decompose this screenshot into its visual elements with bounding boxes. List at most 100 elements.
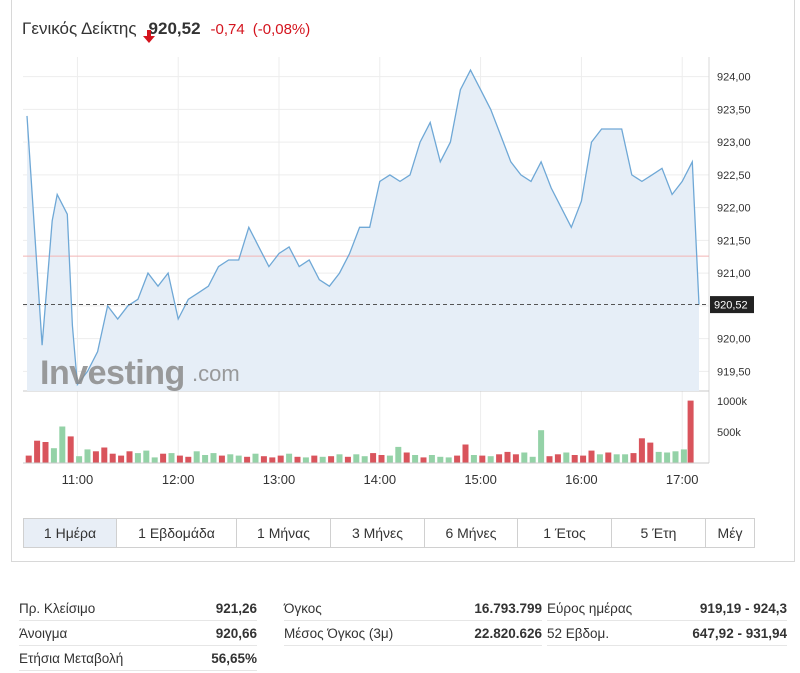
volume-bar — [680, 449, 687, 463]
x-tick-label: 16:00 — [565, 472, 598, 487]
volume-bar — [403, 452, 410, 463]
volume-bar — [269, 457, 276, 463]
stat-value: 647,92 - 931,94 — [692, 625, 787, 641]
stat-row: Εύρος ημέρας 919,19 - 924,3 — [547, 596, 787, 621]
stat-label: Εύρος ημέρας — [547, 600, 633, 616]
volume-bar — [496, 454, 503, 463]
investing-watermark: Investing .com — [40, 354, 240, 392]
stat-label: Πρ. Κλείσιμο — [19, 600, 96, 616]
volume-bar — [168, 453, 175, 463]
tab-range-7[interactable]: Μέγ — [717, 525, 743, 541]
volume-bar — [655, 451, 662, 463]
stat-value: 921,26 — [215, 600, 257, 616]
y-tick-label: 921,00 — [717, 268, 751, 280]
volume-bar — [622, 454, 629, 463]
volume-bar — [571, 455, 578, 463]
last-price: 920,52 — [148, 19, 201, 38]
volume-tick-label: 500k — [717, 427, 741, 439]
stat-row: Ετήσια Μεταβολή 56,65% — [19, 646, 257, 671]
volume-bar — [428, 455, 435, 463]
y-tick-label: 922,50 — [717, 170, 751, 182]
price-chart[interactable]: Investing .com 924,00923,50923,00922,509… — [0, 0, 800, 500]
volume-bar — [134, 453, 141, 463]
volume-bar — [563, 452, 570, 463]
volume-bar — [244, 456, 251, 463]
tab-range-0[interactable]: 1 Ημέρα — [24, 519, 117, 547]
stats-column-3: Εύρος ημέρας 919,19 - 924,3 52 Εβδομ. 647,9… — [547, 596, 787, 646]
volume-bar — [605, 452, 612, 463]
x-tick-label: 14:00 — [364, 472, 397, 487]
volume-bar — [504, 451, 511, 463]
current-price-label-text: 920,52 — [714, 300, 748, 312]
volume-bar — [412, 455, 419, 463]
y-tick-label: 922,00 — [717, 203, 751, 215]
volume-bar — [479, 455, 486, 463]
volume-axis: 1000k 500k — [717, 396, 747, 439]
volume-bar — [34, 440, 41, 463]
volume-bar — [92, 451, 99, 463]
volume-bar — [176, 455, 183, 463]
stat-row: Άνοιγμα 920,66 — [19, 621, 257, 646]
time-range-tabs: 1 Ημέρα 1 Εβδομάδα 1 Μήνας 3 Μήνες 6 Μήνες 1 … — [23, 518, 755, 548]
volume-bar — [227, 454, 234, 463]
x-tick-label: 15:00 — [464, 472, 497, 487]
x-axis: 11:00 12:00 13:00 14:00 15:00 16:00 17:00 — [62, 472, 699, 487]
volume-bar — [67, 436, 74, 463]
stat-value: 920,66 — [215, 625, 257, 641]
stat-label: 52 Εβδομ. — [547, 625, 610, 641]
price-change-percent: (-0,08%) — [252, 20, 311, 38]
y-tick-label: 919,50 — [717, 366, 751, 378]
volume-bar — [462, 444, 469, 463]
volume-bar — [454, 455, 461, 463]
x-tick-label: 17:00 — [666, 472, 699, 487]
stat-value: 919,19 - 924,3 — [699, 600, 787, 616]
volume-bar — [302, 457, 309, 463]
volume-bar — [687, 400, 694, 463]
quote-header: Γενικός Δείκτης 920,52 -0,74 (-0,08%) — [22, 16, 311, 43]
volume-bar — [370, 453, 377, 463]
volume-bar — [76, 456, 83, 463]
volume-bar — [630, 453, 637, 463]
y-tick-label: 923,00 — [717, 137, 751, 149]
stat-value: 56,65% — [211, 650, 257, 666]
y-tick-label: 924,00 — [717, 72, 751, 84]
x-tick-label: 11:00 — [62, 472, 94, 487]
stat-label: Όγκος — [284, 600, 322, 616]
volume-bar — [210, 453, 217, 463]
tab-range-5[interactable]: 1 Έτος — [518, 519, 612, 547]
tab-range-3[interactable]: 3 Μήνες — [331, 519, 425, 547]
volume-bar — [487, 456, 494, 463]
volume-bar — [252, 453, 259, 463]
volume-bar — [638, 438, 645, 463]
current-price-label: 920,52 — [710, 296, 754, 314]
volume-bar — [50, 448, 57, 463]
volume-bar — [596, 454, 603, 463]
price-area-fill — [27, 70, 699, 391]
tab-range-6[interactable]: 5 Έτη — [612, 519, 706, 547]
volume-bar — [235, 455, 242, 463]
volume-bar — [311, 455, 318, 463]
x-tick-label: 13:00 — [263, 472, 296, 487]
volume-tick-label: 1000k — [717, 396, 747, 408]
volume-bar — [126, 451, 133, 463]
volume-bar — [336, 454, 343, 463]
volume-bar — [664, 452, 671, 463]
volume-bar — [353, 454, 360, 463]
volume-bar — [328, 456, 335, 463]
stats-column-2: Όγκος 16.793.799 Μέσος Όγκος (3μ) 22.820.62… — [284, 596, 542, 646]
volume-bar — [395, 446, 402, 463]
tab-range-2[interactable]: 1 Μήνας — [237, 519, 331, 547]
volume-bar — [386, 455, 393, 463]
stat-label: Άνοιγμα — [19, 625, 68, 641]
tab-range-1[interactable]: 1 Εβδομάδα — [117, 519, 237, 547]
stats-column-1: Πρ. Κλείσιμο 921,26 Άνοιγμα 920,66 Ετήσια Με… — [19, 596, 257, 671]
volume-bar — [529, 456, 536, 463]
volume-bar — [647, 442, 654, 463]
volume-bar — [143, 450, 150, 463]
stat-row: Όγκος 16.793.799 — [284, 596, 542, 621]
volume-bar — [185, 456, 192, 463]
volume-bar — [588, 450, 595, 463]
volume-bars — [23, 400, 709, 464]
volume-bar — [84, 449, 91, 463]
tab-range-4[interactable]: 6 Μήνες — [425, 519, 518, 547]
